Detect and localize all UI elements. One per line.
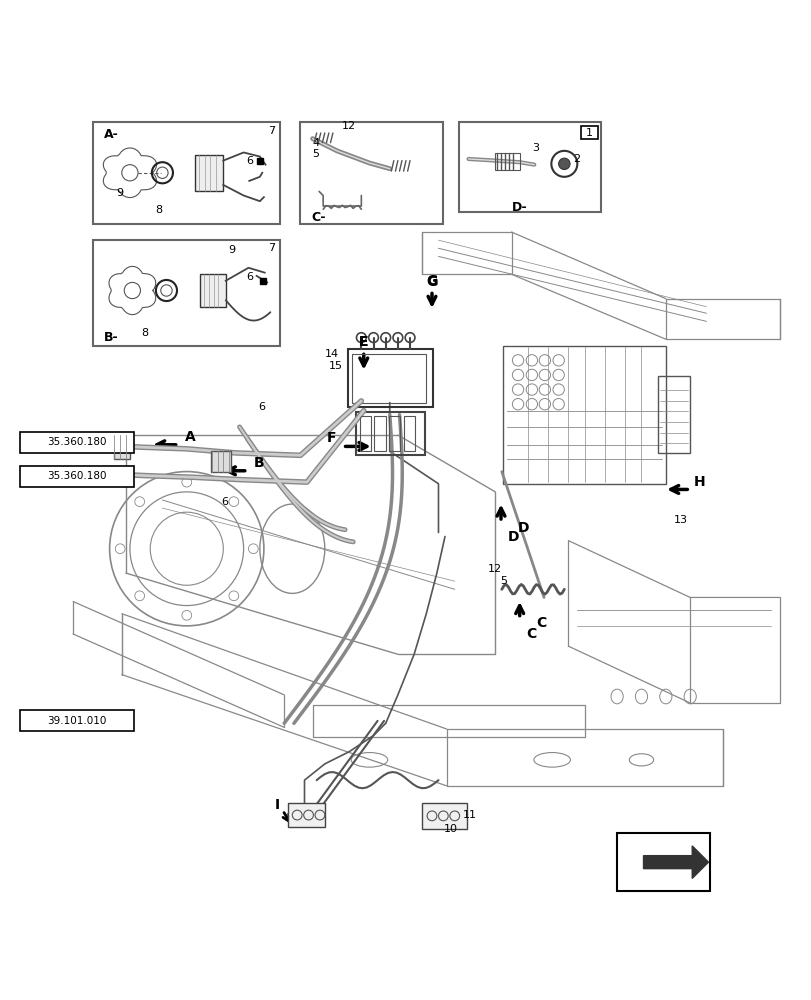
Text: G: G — [426, 274, 437, 288]
Text: D-: D- — [511, 201, 526, 214]
Text: 12: 12 — [341, 121, 356, 131]
Text: H: H — [693, 475, 704, 489]
Text: 13: 13 — [673, 515, 687, 525]
Text: C: C — [526, 627, 536, 641]
Bar — [211, 451, 231, 472]
Text: 11: 11 — [462, 810, 476, 820]
Circle shape — [558, 158, 569, 170]
Bar — [20, 710, 134, 731]
Text: D: D — [517, 521, 529, 535]
Text: D: D — [507, 530, 518, 544]
Bar — [300, 122, 442, 224]
Text: 4: 4 — [311, 138, 319, 148]
Text: 2: 2 — [573, 154, 579, 164]
Bar — [347, 349, 432, 407]
Text: 6: 6 — [221, 497, 228, 507]
Bar — [503, 346, 665, 484]
Text: 35.360.180: 35.360.180 — [47, 437, 107, 447]
Bar — [355, 412, 424, 455]
Text: 8: 8 — [155, 205, 161, 215]
Bar — [93, 240, 280, 346]
Text: 9: 9 — [228, 245, 234, 255]
Bar — [422, 803, 466, 829]
Text: B-: B- — [104, 331, 118, 344]
Text: B: B — [254, 456, 264, 470]
Text: 1: 1 — [586, 128, 592, 138]
Text: I: I — [274, 798, 279, 812]
Bar — [359, 416, 371, 451]
Bar — [388, 416, 400, 451]
Bar — [20, 466, 134, 487]
Text: 14: 14 — [325, 349, 339, 359]
Bar — [616, 833, 710, 891]
Text: 7: 7 — [268, 243, 275, 253]
Bar — [351, 354, 426, 403]
Text: A: A — [185, 430, 195, 444]
Text: 35.360.180: 35.360.180 — [47, 471, 107, 481]
Text: F: F — [326, 431, 336, 445]
Text: 5: 5 — [500, 576, 507, 586]
Text: 15: 15 — [328, 361, 342, 371]
Bar — [114, 435, 130, 459]
Text: 9: 9 — [117, 188, 123, 198]
Text: 6: 6 — [258, 402, 265, 412]
Text: 5: 5 — [311, 149, 319, 159]
Text: 6: 6 — [247, 272, 253, 282]
Bar — [657, 376, 689, 453]
Text: 10: 10 — [443, 824, 457, 834]
Text: 6: 6 — [247, 156, 253, 166]
Text: A-: A- — [104, 128, 118, 141]
Bar — [458, 122, 600, 212]
Bar — [495, 153, 519, 170]
Text: 12: 12 — [487, 564, 501, 574]
Text: C: C — [535, 616, 546, 630]
Text: C-: C- — [311, 211, 325, 224]
Bar — [93, 122, 280, 224]
Bar — [200, 274, 225, 307]
Text: 3: 3 — [532, 143, 539, 153]
Bar — [20, 432, 134, 453]
Bar — [195, 155, 223, 191]
Text: G: G — [426, 275, 437, 289]
Bar — [374, 416, 385, 451]
Polygon shape — [642, 846, 707, 878]
Text: 8: 8 — [141, 328, 148, 338]
Text: 7: 7 — [268, 126, 275, 136]
Text: E: E — [358, 335, 368, 349]
Text: E: E — [358, 335, 368, 349]
Bar — [403, 416, 414, 451]
Bar — [288, 803, 324, 827]
Text: 39.101.010: 39.101.010 — [47, 716, 107, 726]
Bar — [581, 126, 597, 139]
